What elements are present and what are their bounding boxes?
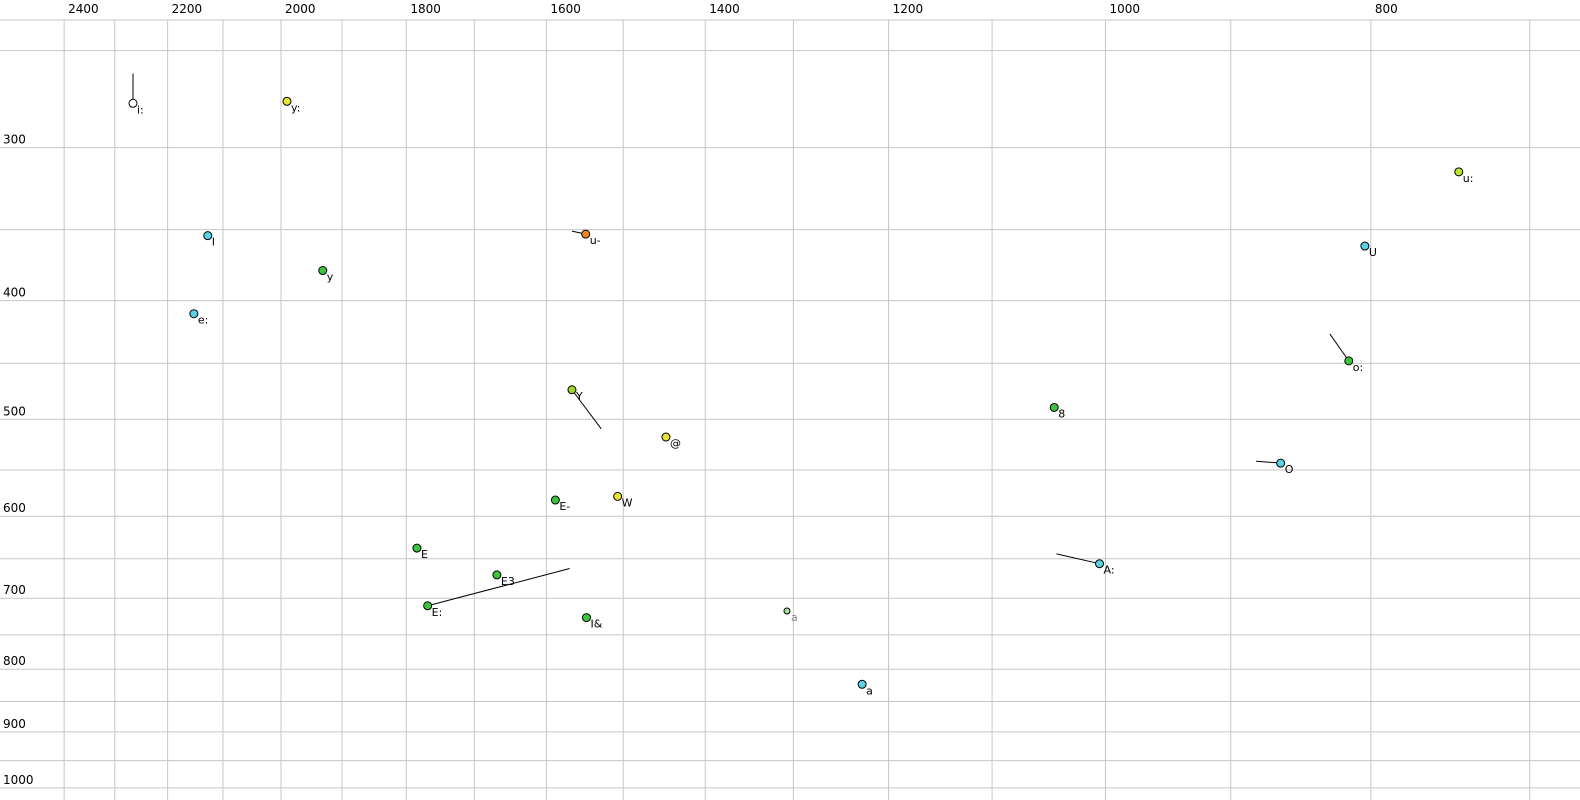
point-W <box>613 491 623 501</box>
x-tick-label: 800 <box>1375 2 1398 16</box>
point-O <box>1276 458 1286 468</box>
point-a <box>783 607 791 615</box>
y-tick-label: 300 <box>3 133 26 147</box>
x-tick-label: 1000 <box>1109 2 1140 16</box>
point-@ <box>661 432 671 442</box>
point-U <box>1360 241 1370 251</box>
x-tick-label: 1600 <box>550 2 581 16</box>
y-tick-label: 600 <box>3 501 26 515</box>
y-tick-label: 500 <box>3 404 26 418</box>
point-8 <box>1049 402 1059 412</box>
point-u- <box>581 229 591 239</box>
y-tick-label: 800 <box>3 654 26 668</box>
tail-Y <box>571 389 602 430</box>
point-A: <box>1095 559 1105 569</box>
point-E3 <box>492 570 502 580</box>
point-label-A:: A: <box>1104 564 1115 577</box>
tail-E: <box>427 568 570 607</box>
x-axis-tick-labels: 2400 2200 2000 1800 1600 1400 1200 1000 800 <box>68 2 1398 16</box>
point-label-I: I <box>212 236 215 249</box>
point-E- <box>550 495 560 505</box>
tail-o: <box>1329 333 1350 362</box>
point-label-I&: I& <box>590 618 602 631</box>
x-tick-label: 1400 <box>709 2 740 16</box>
point-E: <box>423 601 433 611</box>
x-tick-label: 2400 <box>68 2 99 16</box>
point-label-i:: i: <box>137 103 144 116</box>
x-tick-label: 2200 <box>172 2 203 16</box>
y-tick-label: 400 <box>3 286 26 300</box>
gridlines <box>0 19 1580 800</box>
y-axis-tick-labels: 300 400 500 600 700 800 900 1000 <box>3 133 34 787</box>
point-label-E:: E: <box>432 606 443 619</box>
point-label-y:: y: <box>291 101 300 114</box>
point-label-E-: E- <box>559 500 570 513</box>
point-label-a: a <box>791 611 798 624</box>
point-I <box>203 231 213 241</box>
point-label-u:: u: <box>1463 172 1474 185</box>
x-tick-label: 2000 <box>285 2 316 16</box>
y-tick-label: 1000 <box>3 773 34 787</box>
y-tick-label: 700 <box>3 583 26 597</box>
x-tick-label: 1200 <box>893 2 924 16</box>
point-e: <box>189 309 199 319</box>
tail-A: <box>1056 553 1100 565</box>
point-label-U: U <box>1369 246 1377 259</box>
point-label-o:: o: <box>1353 361 1363 374</box>
point-tails <box>132 73 1350 607</box>
point-label-e:: e: <box>198 314 208 327</box>
point-i: <box>128 98 138 108</box>
point-u: <box>1454 167 1464 177</box>
point-labels: i: y: u: I u- Uy e: o: Y 8 @ O E- W E E3 A: E: a I&a <box>137 101 1473 697</box>
point-label-y: y <box>327 271 334 284</box>
point-y <box>318 266 328 276</box>
point-I& <box>581 613 591 623</box>
point-label-E3: E3 <box>501 575 515 588</box>
y-tick-label: 900 <box>3 717 26 731</box>
point-label-a: a <box>866 684 873 697</box>
point-label-Y: Y <box>575 390 583 403</box>
x-tick-label: 1800 <box>410 2 441 16</box>
point-label-u-: u- <box>590 234 601 247</box>
point-a <box>857 679 867 689</box>
point-y: <box>282 96 292 106</box>
point-E <box>412 543 422 553</box>
point-label-W: W <box>622 496 633 509</box>
point-o: <box>1344 356 1354 366</box>
point-label-@: @ <box>670 437 681 450</box>
point-label-8: 8 <box>1058 407 1065 420</box>
point-Y <box>567 385 577 395</box>
point-label-O: O <box>1285 463 1294 476</box>
data-points <box>128 96 1464 689</box>
point-label-E: E <box>421 548 428 561</box>
